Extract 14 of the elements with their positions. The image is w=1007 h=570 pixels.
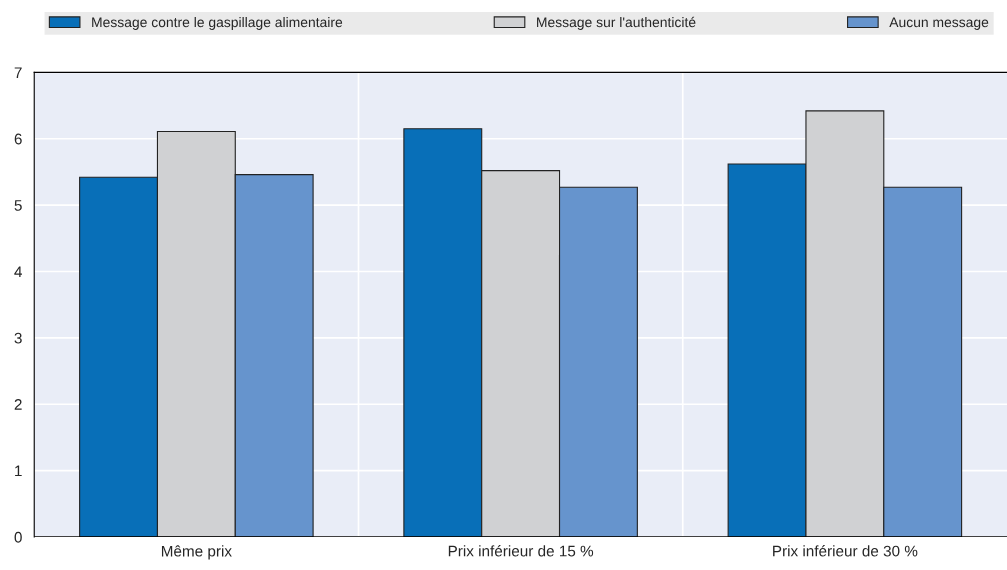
y-tick-label: 6	[14, 133, 22, 145]
x-tick-label: Prix inférieur de 15 %	[448, 545, 594, 557]
x-tick-label: Même prix	[161, 545, 232, 560]
y-tick-label: 0	[14, 531, 22, 543]
y-tick-label: 2	[14, 399, 22, 410]
y-tick-label: 4	[14, 266, 22, 278]
y-tick-label: 7	[14, 67, 22, 78]
legend-label: Aucun message	[889, 17, 989, 30]
y-tick-label: 1	[15, 465, 22, 477]
y-tick-label: 3	[14, 332, 22, 344]
legend-label: Message sur l'authenticité	[537, 16, 696, 30]
legend-label: Message contre le gaspillage alimentaire	[92, 16, 343, 30]
y-tick-label: 5	[14, 200, 22, 211]
x-tick-label: Prix inférieur de 30 %	[773, 545, 918, 557]
